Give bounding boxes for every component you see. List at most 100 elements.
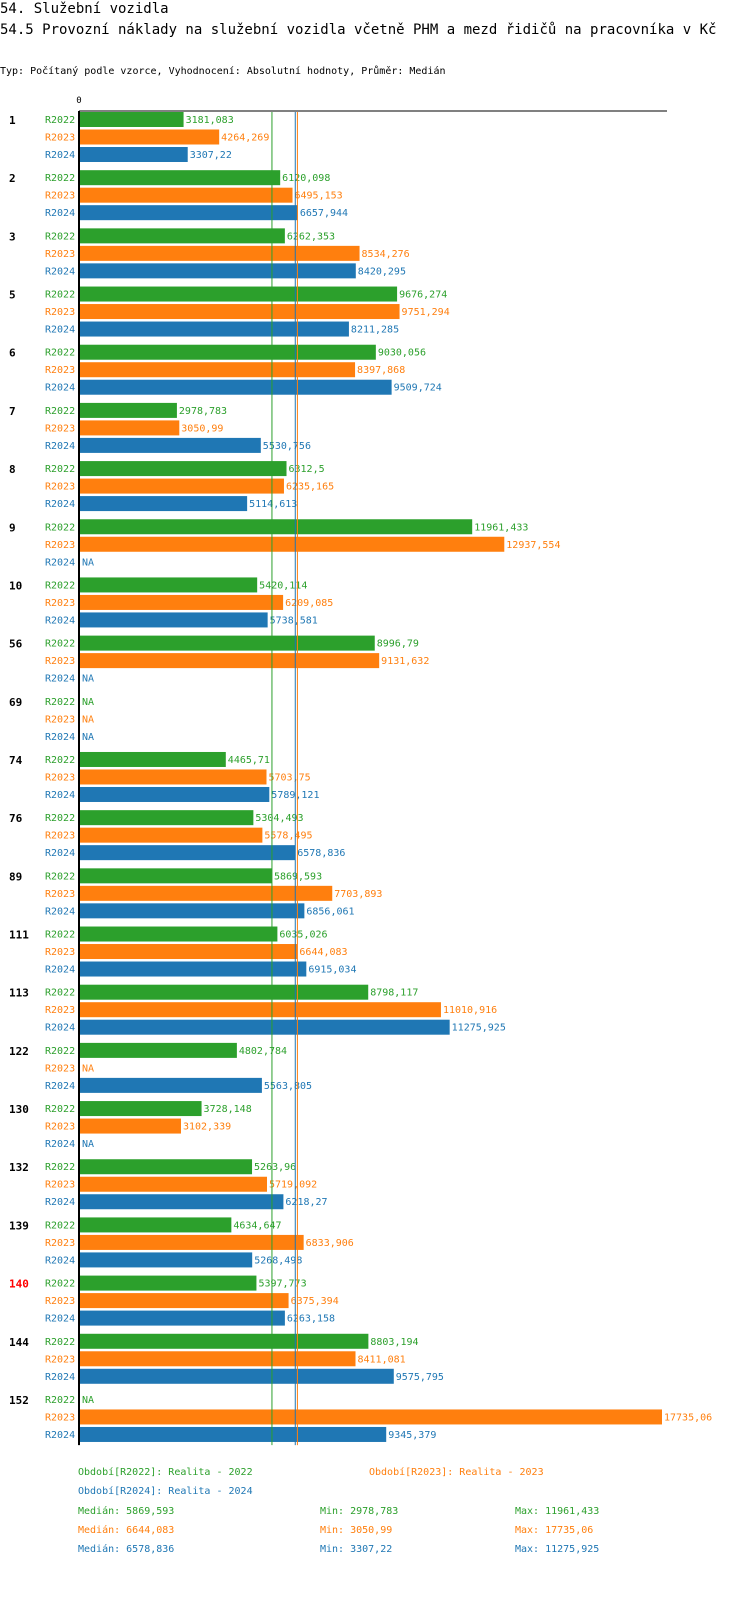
series-label-8-R2023: R2023 <box>45 482 75 493</box>
bar-122-R2022 <box>79 1042 237 1058</box>
series-label-122-R2022: R2022 <box>45 1046 75 1057</box>
series-label-7-R2022: R2022 <box>45 406 75 417</box>
bar-152-R2024 <box>79 1426 387 1442</box>
value-label-3-R2024: 8420,295 <box>358 266 406 277</box>
bar-3-R2023 <box>79 245 360 261</box>
value-label-1-R2022: 3181,083 <box>186 115 234 126</box>
value-label-130-R2023: 3102,339 <box>183 1122 231 1133</box>
value-label-9-R2022: 11961,433 <box>474 522 528 533</box>
series-label-6-R2024: R2024 <box>45 383 75 394</box>
value-label-5-R2022: 9676,274 <box>399 290 447 301</box>
category-label-69: 69 <box>9 696 22 709</box>
value-label-8-R2022: 6312,5 <box>289 464 325 475</box>
series-label-5-R2023: R2023 <box>45 307 75 318</box>
series-label-130-R2022: R2022 <box>45 1104 75 1115</box>
value-label-130-R2024: NA <box>82 1139 94 1150</box>
bar-2-R2022 <box>79 170 281 186</box>
value-label-56-R2023: 9131,632 <box>381 656 429 667</box>
chart-subtitle: Typ: Počítaný podle vzorce, Vyhodnocení:… <box>0 66 446 77</box>
bar-139-R2022 <box>79 1217 232 1233</box>
series-label-1-R2023: R2023 <box>45 133 75 144</box>
series-label-140-R2023: R2023 <box>45 1296 75 1307</box>
series-label-89-R2023: R2023 <box>45 889 75 900</box>
bar-2-R2023 <box>79 187 293 203</box>
value-label-69-R2023: NA <box>82 714 94 725</box>
bar-6-R2024 <box>79 379 392 395</box>
value-label-89-R2023: 7703,893 <box>334 889 382 900</box>
series-label-152-R2024: R2024 <box>45 1430 75 1441</box>
median-r2022: Medián: 5869,593 <box>78 1506 175 1517</box>
max-r2022: Max: 11961,433 <box>515 1506 600 1517</box>
bar-111-R2023 <box>79 944 298 960</box>
legend-r2024: Období[R2024]: Realita - 2024 <box>78 1486 253 1497</box>
series-label-111-R2023: R2023 <box>45 947 75 958</box>
series-label-152-R2022: R2022 <box>45 1395 75 1406</box>
series-label-144-R2024: R2024 <box>45 1372 75 1383</box>
category-label-7: 7 <box>9 405 16 418</box>
category-label-139: 139 <box>9 1219 29 1232</box>
category-label-74: 74 <box>9 754 23 767</box>
series-label-144-R2022: R2022 <box>45 1337 75 1348</box>
series-label-9-R2023: R2023 <box>45 540 75 551</box>
bar-6-R2022 <box>79 344 376 360</box>
value-label-113-R2023: 11010,916 <box>443 1005 497 1016</box>
series-label-56-R2024: R2024 <box>45 674 75 685</box>
bar-5-R2022 <box>79 286 398 302</box>
series-label-2-R2024: R2024 <box>45 208 75 219</box>
category-label-144: 144 <box>9 1336 29 1349</box>
bar-9-R2023 <box>79 536 505 552</box>
value-label-6-R2023: 8397,868 <box>357 365 405 376</box>
series-label-122-R2023: R2023 <box>45 1063 75 1074</box>
value-label-122-R2023: NA <box>82 1063 94 1074</box>
series-label-56-R2022: R2022 <box>45 639 75 650</box>
category-label-76: 76 <box>9 812 23 825</box>
value-label-139-R2024: 5268,498 <box>254 1255 302 1266</box>
series-label-140-R2022: R2022 <box>45 1279 75 1290</box>
value-label-5-R2024: 8211,285 <box>351 325 399 336</box>
value-label-144-R2024: 9575,795 <box>396 1372 444 1383</box>
bar-111-R2024 <box>79 961 307 977</box>
value-label-122-R2024: 5563,805 <box>264 1081 312 1092</box>
series-label-69-R2023: R2023 <box>45 714 75 725</box>
bar-122-R2024 <box>79 1077 262 1093</box>
series-label-6-R2022: R2022 <box>45 348 75 359</box>
bar-111-R2022 <box>79 926 278 942</box>
value-label-122-R2022: 4802,784 <box>239 1046 287 1057</box>
series-label-8-R2024: R2024 <box>45 499 75 510</box>
value-label-10-R2022: 5420,114 <box>259 580 307 591</box>
value-label-111-R2023: 6644,083 <box>299 947 347 958</box>
value-label-69-R2022: NA <box>82 697 94 708</box>
category-label-113: 113 <box>9 987 29 1000</box>
chart-title: 54.5 Provozní náklady na služební vozidl… <box>0 22 717 38</box>
max-r2023: Max: 17735,06 <box>515 1525 594 1536</box>
bar-7-R2022 <box>79 402 177 418</box>
bar-1-R2024 <box>79 147 188 162</box>
value-label-8-R2023: 6235,165 <box>286 482 334 493</box>
bar-8-R2024 <box>79 496 248 512</box>
bar-139-R2023 <box>79 1234 304 1250</box>
category-label-122: 122 <box>9 1045 29 1058</box>
bar-144-R2023 <box>79 1351 356 1367</box>
category-label-8: 8 <box>9 463 16 476</box>
category-label-89: 89 <box>9 870 22 883</box>
category-label-1: 1 <box>9 114 16 127</box>
legend-r2022: Období[R2022]: Realita - 2022 <box>78 1467 253 1478</box>
bar-1-R2022 <box>79 112 184 127</box>
bar-132-R2023 <box>79 1176 268 1192</box>
category-label-5: 5 <box>9 289 16 302</box>
value-label-3-R2022: 6262,353 <box>287 231 335 242</box>
category-label-140: 140 <box>9 1278 29 1291</box>
value-label-3-R2023: 8534,276 <box>362 249 410 260</box>
series-label-76-R2023: R2023 <box>45 831 75 842</box>
series-label-111-R2024: R2024 <box>45 965 75 976</box>
value-label-8-R2024: 5114,613 <box>249 499 297 510</box>
series-label-89-R2022: R2022 <box>45 871 75 882</box>
value-label-76-R2022: 5304,493 <box>255 813 303 824</box>
series-label-76-R2022: R2022 <box>45 813 75 824</box>
series-label-113-R2022: R2022 <box>45 988 75 999</box>
max-r2024: Max: 11275,925 <box>515 1544 600 1555</box>
value-label-113-R2022: 8798,117 <box>370 988 418 999</box>
value-label-132-R2023: 5719,092 <box>269 1180 317 1191</box>
bar-7-R2023 <box>79 420 180 436</box>
bar-76-R2024 <box>79 845 296 861</box>
